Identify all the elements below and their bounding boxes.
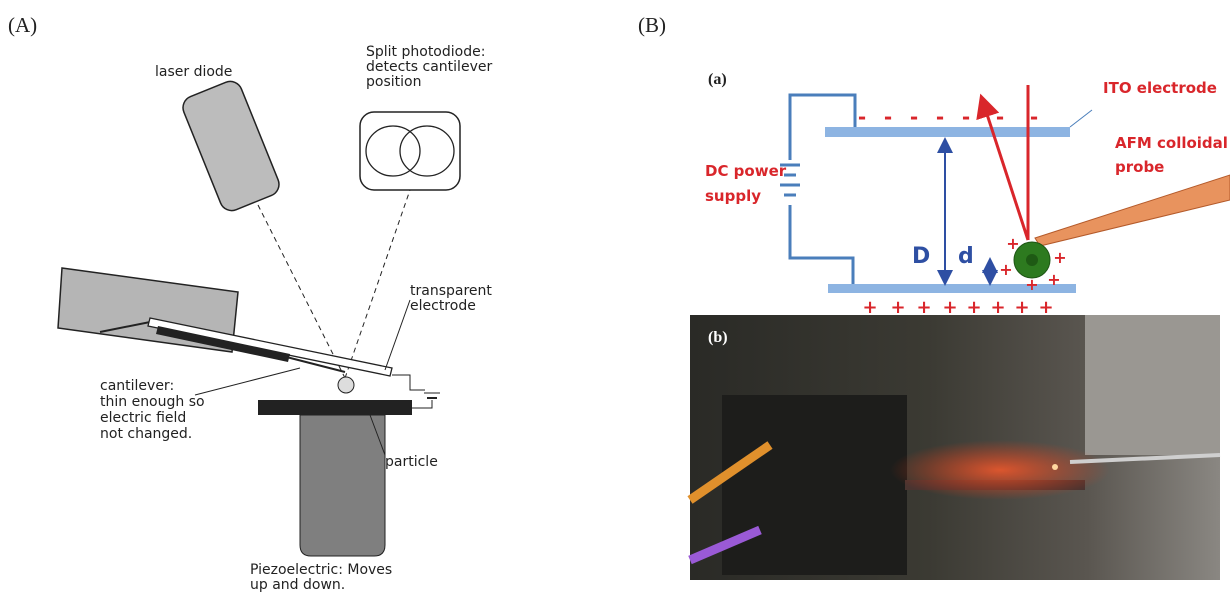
charge: + xyxy=(1006,234,1019,253)
bottom-electrode xyxy=(828,284,1076,293)
panel-label: (A) xyxy=(8,13,37,37)
charge: - xyxy=(1030,105,1038,129)
charge: + xyxy=(1053,248,1066,267)
label: cantilever: xyxy=(100,378,174,394)
photo-block xyxy=(722,395,907,575)
label: ITO electrode xyxy=(1103,79,1217,97)
panel-label: (B) xyxy=(638,13,666,37)
leader xyxy=(1070,110,1092,127)
leader xyxy=(195,368,300,395)
figure: (A) laser diode Split photodiode:detects c… xyxy=(0,0,1230,595)
charge: + xyxy=(916,297,931,318)
label: electric field xyxy=(100,410,186,426)
distance-label: d xyxy=(958,244,974,269)
charge: + xyxy=(990,297,1005,318)
label: thin enough so xyxy=(100,394,205,410)
panel-a-drawing xyxy=(58,78,460,556)
probe xyxy=(1035,175,1230,246)
wire xyxy=(392,375,425,390)
leader xyxy=(385,300,410,370)
colloid-core xyxy=(1026,254,1038,266)
charge: - xyxy=(962,105,970,129)
charge: + xyxy=(1038,297,1053,318)
sample-plate xyxy=(258,400,412,415)
circuit-wire xyxy=(790,205,853,285)
label: particle xyxy=(385,454,438,470)
charge: + xyxy=(1047,270,1060,289)
photo-block xyxy=(1085,315,1220,455)
charge: - xyxy=(858,105,866,129)
label: laser diode xyxy=(155,64,232,80)
charge: - xyxy=(884,105,892,129)
label: probe xyxy=(1115,158,1164,176)
photodiode xyxy=(360,112,460,190)
label: DC power xyxy=(705,162,787,180)
photo-glow xyxy=(890,440,1110,500)
charge: + xyxy=(966,297,981,318)
label: Piezoelectric: Moves xyxy=(250,562,392,578)
reflected-beam xyxy=(345,190,410,378)
wire xyxy=(412,400,432,408)
label: transparent xyxy=(410,283,492,299)
label: Split photodiode: xyxy=(366,44,485,60)
charge: + xyxy=(890,297,905,318)
charge: - xyxy=(936,105,944,129)
charge: + xyxy=(999,260,1012,279)
particle-dot xyxy=(338,377,354,393)
label: up and down. xyxy=(250,577,345,593)
label: supply xyxy=(705,187,761,205)
charge: + xyxy=(942,297,957,318)
distance-label: D xyxy=(912,244,930,269)
electrode-plate xyxy=(148,318,392,376)
charge: + xyxy=(862,297,877,318)
piezo xyxy=(300,415,385,556)
laser-diode xyxy=(179,78,282,214)
photo-spot xyxy=(1052,464,1058,470)
subpanel-label: (b) xyxy=(708,329,728,346)
label: not changed. xyxy=(100,426,192,442)
label: detects cantilever xyxy=(366,59,492,75)
label: electrode xyxy=(410,298,476,314)
label: position xyxy=(366,74,421,90)
charge: - xyxy=(996,105,1004,129)
reflected-laser xyxy=(984,105,1028,240)
label: AFM colloidal xyxy=(1115,134,1228,152)
panel-b-photo xyxy=(690,315,1220,580)
subpanel-label: (a) xyxy=(708,71,727,88)
charge: - xyxy=(910,105,918,129)
charge: + xyxy=(1014,297,1029,318)
charge: + xyxy=(1025,275,1038,294)
